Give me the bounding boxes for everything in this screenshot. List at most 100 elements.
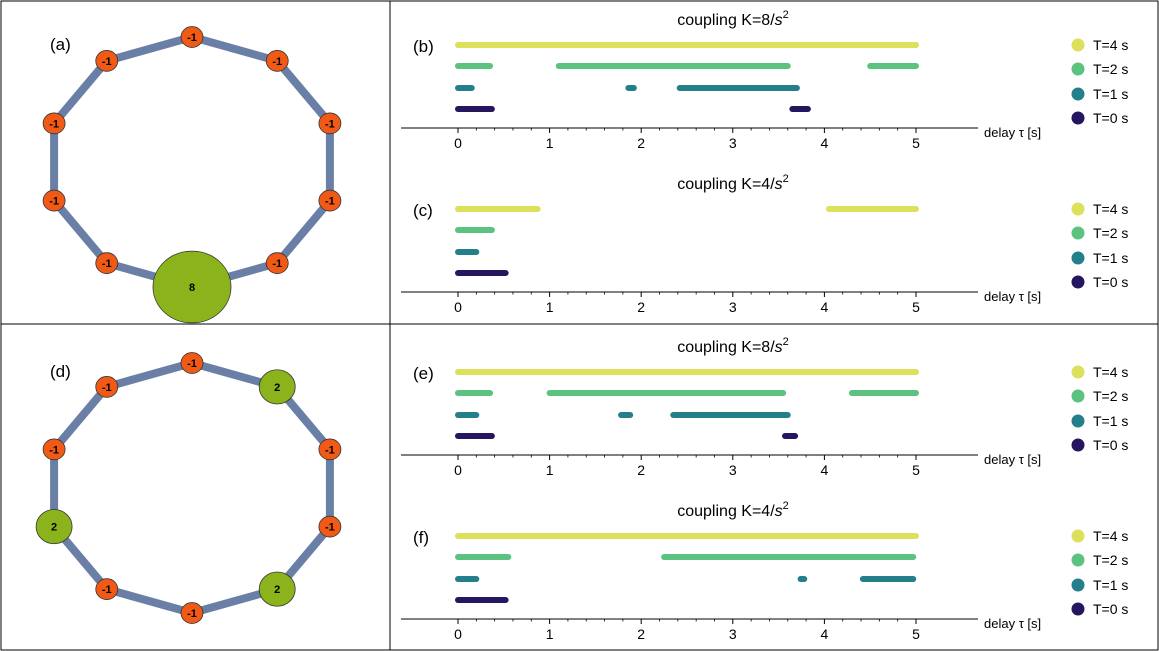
chart-panel-c: coupling K=4/s2 (c) 0 1 2 3 4 5 delay τ [s] T=4 s… xyxy=(401,173,1128,315)
node-circle xyxy=(95,252,119,274)
panel-label-a: (a) xyxy=(50,35,71,54)
node-value-label: -1 xyxy=(325,118,335,130)
network-edge xyxy=(273,56,334,128)
network-edge xyxy=(50,56,111,128)
network-edge xyxy=(102,33,196,65)
node-circle xyxy=(265,252,289,274)
node-circle xyxy=(258,369,296,405)
legend-item: T=0 s xyxy=(1071,601,1128,617)
legend-item: T=1 s xyxy=(1071,577,1128,593)
node-circle xyxy=(95,578,119,600)
node-circle xyxy=(42,189,66,212)
legend-label: T=0 s xyxy=(1093,274,1128,290)
legend-marker xyxy=(1071,226,1085,240)
network-edge xyxy=(102,359,196,391)
node-value-label: -1 xyxy=(272,56,282,68)
legend-label: T=2 s xyxy=(1093,552,1128,568)
node-circle xyxy=(258,571,296,607)
x-tick-label: 3 xyxy=(729,626,737,642)
legend-label: T=1 s xyxy=(1093,577,1128,593)
network-edge xyxy=(50,196,111,268)
network-node: -1 xyxy=(318,189,342,212)
x-tick-label: 3 xyxy=(729,462,737,478)
legend-marker xyxy=(1071,251,1085,265)
legend-marker xyxy=(1071,389,1085,403)
legend-marker xyxy=(1071,275,1085,289)
node-circle xyxy=(318,112,342,135)
x-tick-label: 0 xyxy=(454,462,462,478)
network-node: -1 xyxy=(180,352,204,374)
network-node: -1 xyxy=(265,50,289,72)
network-node: -1 xyxy=(42,438,66,461)
legend-item: T=1 s xyxy=(1071,250,1128,266)
x-tick-label: 5 xyxy=(912,462,920,478)
x-axis-label: delay τ [s] xyxy=(984,452,1041,467)
network-node: 2 xyxy=(258,369,296,405)
x-tick-label: 2 xyxy=(637,626,645,642)
panel-label: (e) xyxy=(413,364,434,383)
node-value-label: -1 xyxy=(325,522,335,534)
legend-item: T=4 s xyxy=(1071,37,1128,53)
node-value-label: -1 xyxy=(187,608,197,620)
legend-item: T=4 s xyxy=(1071,201,1128,217)
network-edge xyxy=(102,585,196,617)
node-value-label: -1 xyxy=(325,444,335,456)
node-value-label: -1 xyxy=(102,584,112,596)
node-value-label: -1 xyxy=(325,196,335,208)
network-node: 8 xyxy=(152,250,232,324)
node-circle xyxy=(180,352,204,374)
legend-label: T=4 s xyxy=(1093,364,1128,380)
node-value-label: -1 xyxy=(102,56,112,68)
node-circle xyxy=(42,112,66,135)
node-value-label: -1 xyxy=(49,196,59,208)
legend-marker xyxy=(1071,38,1085,52)
x-tick-label: 1 xyxy=(546,462,554,478)
legend-item: T=2 s xyxy=(1071,552,1128,568)
legend-marker xyxy=(1071,414,1085,428)
legend-marker xyxy=(1071,62,1085,76)
legend-item: T=4 s xyxy=(1071,528,1128,544)
network-panel-d: (d) -1 2 -1 -1 2 -1 -1 2 -1 -1 xyxy=(35,352,342,624)
network-edge xyxy=(188,33,282,65)
network-node: -1 xyxy=(42,112,66,135)
x-axis-label: delay τ [s] xyxy=(984,616,1041,631)
x-tick-label: 4 xyxy=(821,462,829,478)
legend-marker xyxy=(1071,365,1085,379)
chart-title: coupling K=4/s2 xyxy=(677,173,789,193)
panel-label-d: (d) xyxy=(50,362,71,381)
legend-label: T=0 s xyxy=(1093,601,1128,617)
network-node: -1 xyxy=(95,50,119,72)
legend-label: T=0 s xyxy=(1093,437,1128,453)
node-circle xyxy=(318,515,342,538)
node-circle xyxy=(42,438,66,461)
legend-marker xyxy=(1071,553,1085,567)
panel-label: (c) xyxy=(413,201,433,220)
network-edge xyxy=(50,382,111,454)
x-tick-label: 1 xyxy=(546,135,554,151)
legend-label: T=4 s xyxy=(1093,37,1128,53)
x-tick-label: 5 xyxy=(912,135,920,151)
x-tick-label: 5 xyxy=(912,299,920,315)
node-value-label: 2 xyxy=(274,382,280,394)
chart-title: coupling K=8/s2 xyxy=(677,336,789,356)
node-circle xyxy=(265,50,289,72)
x-tick-label: 1 xyxy=(546,299,554,315)
network-edge xyxy=(273,196,334,268)
legend-item: T=2 s xyxy=(1071,61,1128,77)
node-value-label: 2 xyxy=(51,522,57,534)
x-tick-label: 1 xyxy=(546,626,554,642)
legend-item: T=1 s xyxy=(1071,413,1128,429)
node-circle xyxy=(152,250,232,324)
x-axis-label: delay τ [s] xyxy=(984,125,1041,140)
node-value-label: -1 xyxy=(187,358,197,370)
legend-marker xyxy=(1071,529,1085,543)
network-node: -1 xyxy=(95,376,119,398)
legend-item: T=2 s xyxy=(1071,225,1128,241)
network-node: -1 xyxy=(318,112,342,135)
node-circle xyxy=(318,438,342,461)
node-value-label: -1 xyxy=(187,32,197,44)
node-value-label: 2 xyxy=(274,584,280,596)
legend-marker xyxy=(1071,202,1085,216)
legend-label: T=0 s xyxy=(1093,110,1128,126)
